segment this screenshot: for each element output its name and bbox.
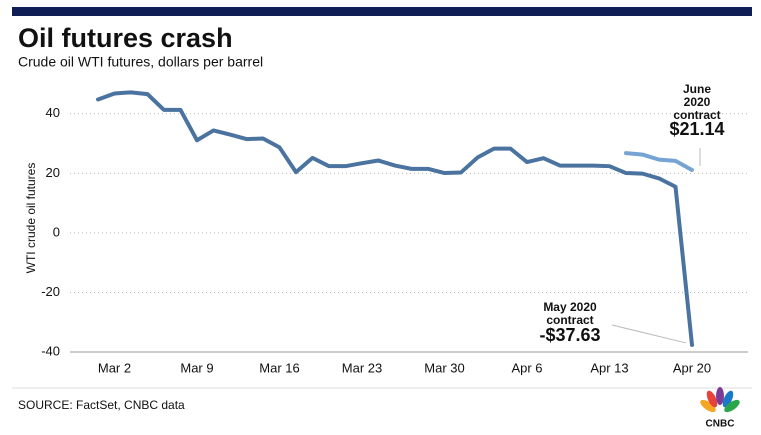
annotation-value: -$37.63 — [539, 325, 600, 345]
x-tick-label: Mar 16 — [259, 360, 299, 375]
y-axis-label: WTI crude oil futures — [24, 163, 38, 274]
x-tick-label: Mar 30 — [424, 360, 464, 375]
series-line — [96, 90, 694, 347]
top-bar — [12, 7, 752, 16]
y-tick-label: 0 — [53, 224, 60, 239]
x-tick-label: Mar 2 — [98, 360, 131, 375]
logo-peacock — [700, 387, 740, 413]
y-tick-label: -20 — [41, 284, 60, 299]
x-tick-label: Apr 20 — [673, 360, 711, 375]
annotation-text: contract — [546, 313, 593, 327]
annotation-value: $21.14 — [669, 119, 724, 139]
series-line — [624, 151, 694, 172]
y-tick-label: 20 — [46, 165, 60, 180]
annotation-text: contract — [673, 108, 720, 122]
x-tick-label: Apr 13 — [590, 360, 628, 375]
logo: CNBC — [700, 387, 740, 430]
annotation-text: 2020 — [684, 95, 711, 109]
chart-title: Oil futures crash — [18, 23, 233, 53]
x-tick-label: Mar 23 — [342, 360, 382, 375]
chart-subtitle: Crude oil WTI futures, dollars per barre… — [18, 54, 263, 70]
source: SOURCE: FactSet, CNBC data — [18, 398, 185, 412]
x-tick-label: Mar 9 — [180, 360, 213, 375]
annotation-leader — [611, 324, 687, 344]
annotation-text: June — [683, 82, 711, 96]
y-tick-label: 40 — [46, 105, 60, 120]
annotation-text: May 2020 — [543, 300, 597, 314]
x-tick-label: Apr 6 — [511, 360, 542, 375]
logo-text: CNBC — [706, 419, 735, 430]
y-tick-label: -40 — [41, 343, 60, 358]
